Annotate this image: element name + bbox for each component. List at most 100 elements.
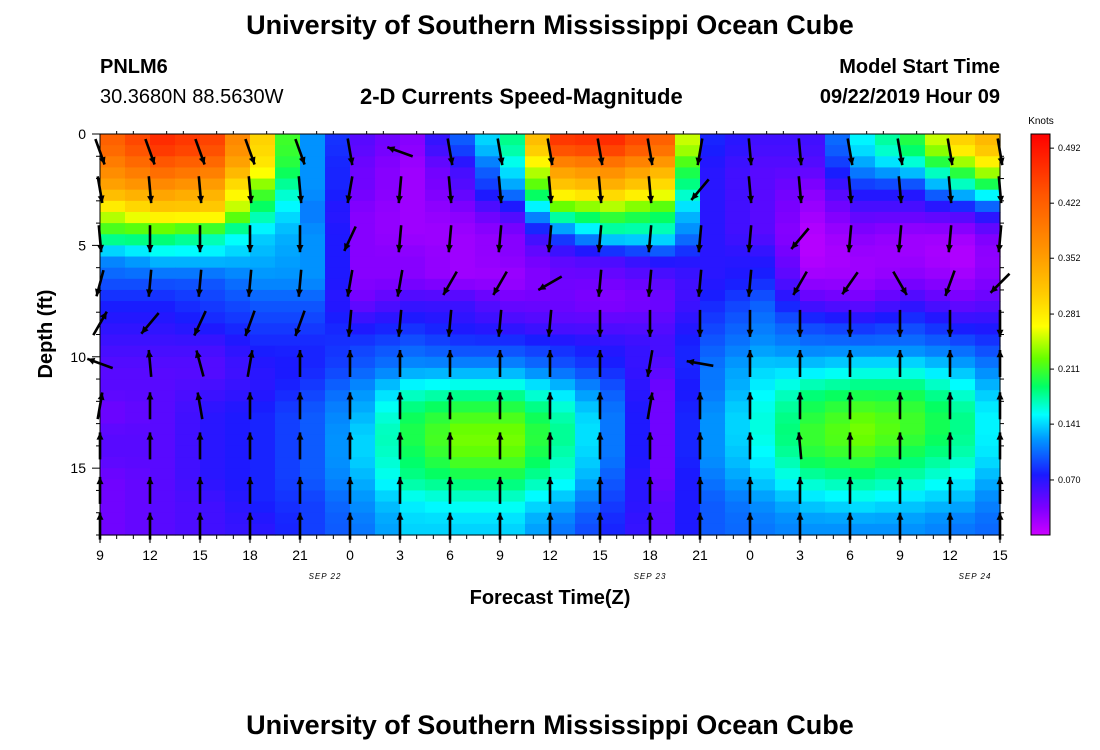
vector-arrowhead <box>98 156 106 165</box>
heatmap-cell <box>875 468 901 480</box>
heatmap-cell <box>475 379 501 391</box>
vector-arrowhead <box>147 195 154 204</box>
heatmap-cell <box>450 245 476 258</box>
heatmap-cell <box>800 301 826 313</box>
heatmap-cell <box>550 289 576 302</box>
heatmap-cell <box>650 223 676 235</box>
heatmap-cell <box>400 134 426 146</box>
heatmap-cell <box>675 523 701 536</box>
heatmap-cell <box>775 390 801 402</box>
heatmap-cell <box>950 468 976 480</box>
heatmap-cell <box>375 134 401 146</box>
heatmap-cell <box>750 256 776 269</box>
heatmap-cell <box>850 401 876 414</box>
heatmap-cell <box>825 479 851 492</box>
vector-arrowhead <box>646 244 653 253</box>
heatmap-cell <box>600 345 626 358</box>
heatmap-cell <box>100 490 126 503</box>
heatmap-cell <box>550 356 576 369</box>
heatmap-cell <box>400 267 426 280</box>
heatmap-cell <box>825 223 851 235</box>
heatmap-cell <box>150 390 176 402</box>
heatmap-cell <box>275 323 301 336</box>
heatmap-cell <box>575 457 601 469</box>
heatmap-cell <box>725 445 751 458</box>
heatmap-cell <box>975 134 1001 146</box>
heatmap-cell <box>650 278 676 291</box>
heatmap-cell <box>600 256 626 269</box>
heatmap-cell <box>875 200 901 213</box>
heatmap-cell <box>250 323 276 336</box>
heatmap-cell <box>125 312 151 324</box>
heatmap-cell <box>875 178 901 191</box>
heatmap-cell <box>650 256 676 269</box>
heatmap-cell <box>175 156 201 169</box>
heatmap-cell <box>675 301 701 313</box>
heatmap-cell <box>925 412 951 425</box>
x-tick-label: 0 <box>346 547 354 563</box>
heatmap-cell <box>625 301 651 313</box>
heatmap-cell <box>725 134 751 146</box>
heatmap-cell <box>375 412 401 425</box>
heatmap-cell <box>875 267 901 280</box>
heatmap-cell <box>625 200 651 213</box>
heatmap-cell <box>775 200 801 213</box>
heatmap-cell <box>325 390 351 402</box>
heatmap-cell <box>275 223 301 235</box>
vector-arrowhead <box>197 195 204 204</box>
heatmap-cell <box>800 401 826 414</box>
heatmap-cell <box>600 423 626 436</box>
heatmap-cell <box>575 200 601 213</box>
vector-arrowhead <box>597 195 604 204</box>
heatmap-cell <box>625 512 651 525</box>
heatmap-cell <box>125 457 151 469</box>
heatmap-cell <box>425 501 451 514</box>
heatmap-cell <box>200 312 226 324</box>
heatmap-cell <box>150 145 176 157</box>
heatmap-cell <box>875 457 901 469</box>
heatmap-cell <box>425 401 451 414</box>
vector-arrowhead <box>546 512 554 520</box>
y-tick-label: 5 <box>78 237 86 253</box>
heatmap-cell <box>225 512 251 525</box>
vector-arrowhead <box>646 512 654 520</box>
heatmap-cell <box>750 156 776 169</box>
x-tick-label: 0 <box>746 547 754 563</box>
heatmap-cell <box>475 301 501 313</box>
heatmap-cell <box>800 512 826 525</box>
heatmap-cell <box>400 479 426 492</box>
heatmap-cell <box>750 334 776 347</box>
heatmap-cell <box>700 200 726 213</box>
heatmap-cell <box>450 345 476 358</box>
vector-arrowhead <box>146 350 153 358</box>
heatmap-cell <box>350 145 376 157</box>
heatmap-cell <box>125 189 151 202</box>
vector-arrowhead <box>146 432 154 440</box>
heatmap-cell <box>625 167 651 180</box>
heatmap-cell <box>300 334 326 347</box>
heatmap-cell <box>500 211 526 224</box>
heatmap-cell <box>825 379 851 391</box>
heatmap-cell <box>575 512 601 525</box>
vector-arrowhead <box>546 476 554 485</box>
heatmap-cell <box>675 379 701 391</box>
heatmap-cell <box>950 289 976 302</box>
heatmap-cell <box>250 523 276 536</box>
vector-arrowhead <box>847 195 854 204</box>
heatmap-cell <box>650 479 676 492</box>
x-tick-label: 9 <box>896 547 904 563</box>
heatmap-cell <box>525 434 551 447</box>
colorbar-tick-label: 0.070 <box>1058 475 1081 485</box>
heatmap-cell <box>425 267 451 280</box>
heatmap-cell <box>850 312 876 324</box>
vector-arrowhead <box>746 476 754 485</box>
heatmap-cell <box>350 412 376 425</box>
heatmap-cell <box>725 434 751 447</box>
heatmap-cell <box>775 245 801 258</box>
heatmap-cell <box>475 156 501 169</box>
heatmap-cell <box>525 256 551 269</box>
heatmap-cell <box>200 390 226 402</box>
heatmap-cell <box>400 367 426 380</box>
vector-arrowhead <box>346 432 354 440</box>
heatmap-cell <box>600 289 626 302</box>
